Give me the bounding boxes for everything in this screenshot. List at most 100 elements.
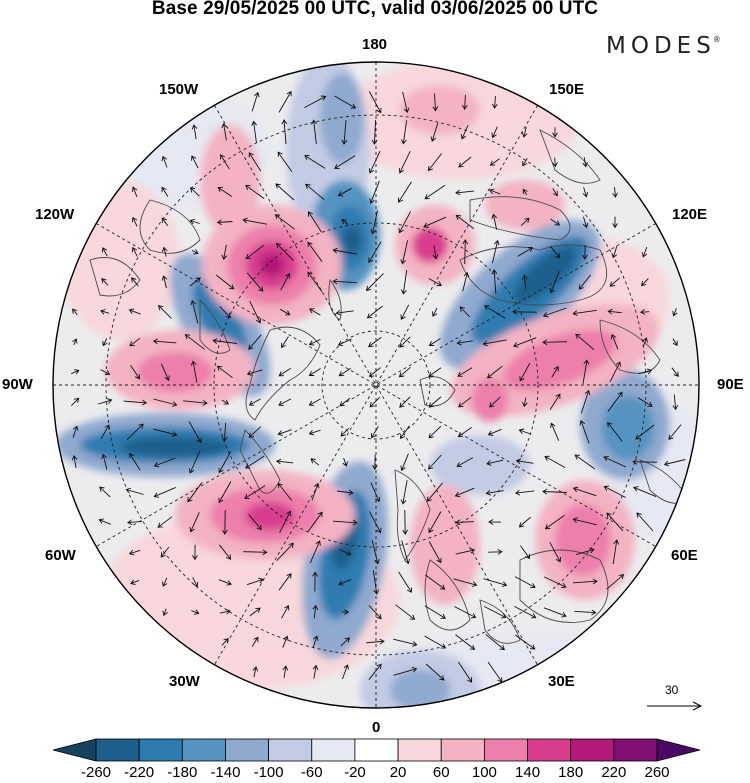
wind-arrow xyxy=(611,246,618,259)
wind-arrow xyxy=(341,119,348,145)
wind-arrow xyxy=(304,155,326,169)
wind-arrow xyxy=(153,428,178,437)
wind-arrow xyxy=(372,454,378,470)
colorbar-bin xyxy=(613,738,658,762)
wind-arrow xyxy=(160,363,170,381)
colorbar-tick-label: -100 xyxy=(253,764,284,781)
wind-arrow xyxy=(216,274,235,290)
wind-arrow xyxy=(251,120,257,143)
wind-arrow xyxy=(398,571,412,593)
wind-arrow xyxy=(131,216,138,227)
wind-arrow xyxy=(308,338,321,346)
colorbar-bin xyxy=(527,738,572,762)
wind-arrow xyxy=(338,367,351,377)
wind-arrow xyxy=(335,309,354,316)
wind-arrow xyxy=(126,423,144,441)
wind-arrow xyxy=(522,158,528,167)
label-90w: 90W xyxy=(2,376,33,393)
colorbar-bin xyxy=(138,738,183,762)
wind-arrow xyxy=(424,635,447,649)
wind-arrow xyxy=(243,549,268,556)
wind-arrow xyxy=(128,308,141,315)
wind-arrow xyxy=(400,270,408,295)
wind-arrow xyxy=(460,125,469,140)
wind-arrow xyxy=(130,579,140,585)
wind-arrow xyxy=(542,339,568,346)
wind-arrow xyxy=(400,240,409,265)
wind-arrow xyxy=(370,482,381,503)
wind-arrow xyxy=(458,156,472,168)
wind-arrow xyxy=(221,244,228,261)
wind-arrow xyxy=(582,244,588,260)
wind-arrow xyxy=(281,604,290,619)
wind-arrow xyxy=(312,604,319,619)
wind-arrow xyxy=(339,548,352,556)
wind-arrow xyxy=(572,517,597,526)
colorbar-min-extension xyxy=(52,738,97,762)
wind-arrow xyxy=(242,217,267,225)
wind-arrow xyxy=(308,398,321,406)
wind-arrow xyxy=(220,154,230,170)
wind-arrow xyxy=(632,459,658,465)
wind-arrow xyxy=(402,509,409,535)
wind-arrow xyxy=(130,364,140,380)
wind-arrow xyxy=(308,211,322,233)
wind-arrow xyxy=(428,278,442,287)
wind-arrow xyxy=(334,95,357,109)
wind-arrow xyxy=(161,217,169,227)
colorbar-bin xyxy=(225,738,270,762)
wind-arrow xyxy=(371,540,380,565)
wind-arrow xyxy=(308,429,321,436)
wind-arrow xyxy=(161,275,168,289)
wind-arrow xyxy=(368,605,382,620)
wind-arrow xyxy=(462,271,470,292)
label-150w: 150W xyxy=(159,81,199,98)
wind-arrow xyxy=(457,367,473,377)
label-120e: 120E xyxy=(672,206,708,223)
wind-arrow xyxy=(245,245,265,260)
colorbar-tick-label: 100 xyxy=(471,764,497,781)
wind-arrow xyxy=(280,272,291,291)
wind-arrow xyxy=(455,547,476,555)
wind-arrow xyxy=(488,549,503,555)
wind-arrow xyxy=(603,485,626,498)
wind-arrow xyxy=(245,455,265,469)
wind-arrow xyxy=(161,186,169,197)
label-0: 0 xyxy=(372,719,381,736)
wind-arrow xyxy=(368,337,382,348)
wind-arrow xyxy=(277,482,293,501)
wind-arrow xyxy=(191,609,200,615)
wind-arrow xyxy=(542,488,568,495)
wind-arrow xyxy=(636,512,654,532)
wind-arrow xyxy=(642,337,648,347)
wind-arrow xyxy=(610,333,619,350)
wind-arrow xyxy=(340,637,351,647)
wind-arrow xyxy=(246,369,263,376)
wind-arrow xyxy=(575,333,595,351)
wind-arrow xyxy=(246,272,264,292)
colorbar-bin xyxy=(483,738,528,762)
wind-arrow xyxy=(395,604,416,620)
wind-arrow xyxy=(251,636,259,647)
wind-arrow xyxy=(521,274,528,289)
wind-arrow xyxy=(454,606,477,619)
wind-arrow xyxy=(428,454,442,470)
wind-arrow xyxy=(341,218,349,225)
wind-arrow xyxy=(461,94,468,110)
wind-arrow xyxy=(129,337,141,347)
wind-arrow xyxy=(304,95,327,108)
wind-arrow xyxy=(518,516,531,528)
wind-arrow xyxy=(607,391,623,412)
wind-arrow xyxy=(485,489,504,496)
colorbar-tick-label: -20 xyxy=(344,764,366,781)
wind-arrow xyxy=(248,152,262,172)
wind-arrow xyxy=(425,663,445,681)
colorbar-bin xyxy=(95,738,140,762)
wind-arrow xyxy=(368,91,382,114)
wind-arrow xyxy=(190,299,199,324)
wind-arrow xyxy=(218,579,232,586)
wind-arrow xyxy=(428,425,442,439)
wind-arrow xyxy=(131,186,138,197)
colorbar-bin xyxy=(268,738,313,762)
wind-arrow xyxy=(192,544,198,561)
